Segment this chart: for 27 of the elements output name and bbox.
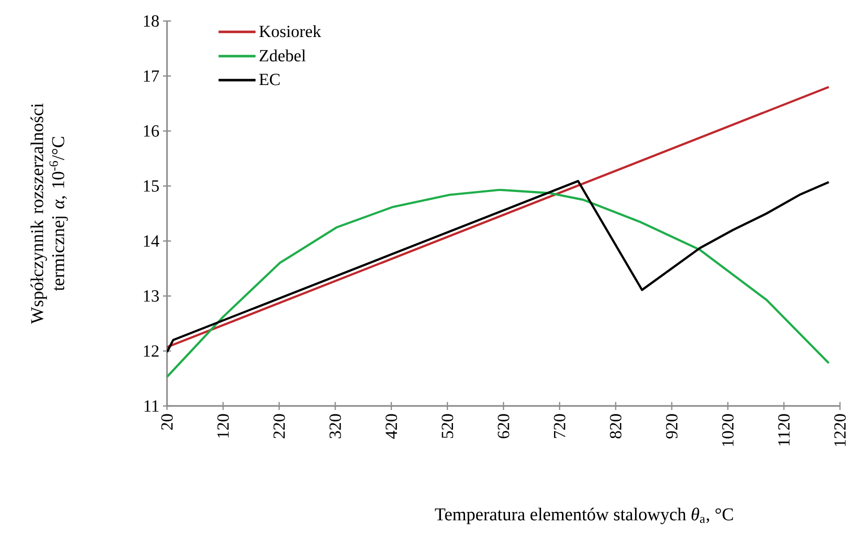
x-tick-label: 620: [498, 414, 510, 438]
x-tick-label: 920: [666, 414, 678, 438]
x-tick-label: 420: [386, 414, 398, 439]
y-tick-label: 18: [144, 15, 159, 27]
x-tick-label: 320: [330, 414, 341, 438]
y-tick-label: 14: [144, 235, 160, 247]
y-tick-label: 16: [144, 125, 159, 137]
y-tick-label: 13: [144, 290, 159, 302]
x-tick-label: 1220: [834, 414, 846, 446]
x-tick-label: 720: [554, 414, 566, 438]
x-tick-label: 120: [217, 414, 229, 438]
y-tick-label: 15: [144, 180, 159, 192]
x-tick-label: 1020: [722, 414, 734, 446]
legend-label: EC: [259, 74, 280, 86]
line-series: [167, 188, 830, 378]
x-tick-label: 220: [273, 414, 285, 438]
y-tick-label: 12: [144, 345, 159, 357]
y-tick-label: 11: [144, 400, 158, 412]
line-series: [167, 180, 830, 354]
x-tick-label: 820: [610, 414, 622, 438]
x-tick-label: 1120: [778, 414, 790, 446]
x-tick-label: 20: [161, 414, 173, 430]
x-tick-label: 520: [442, 414, 454, 438]
x-axis-title: Temperatura elementów stalowych θ$_{a}$, °C: [434, 508, 733, 524]
legend-label: Zdebel: [260, 49, 306, 62]
legend-label: Kosiorek: [259, 25, 322, 38]
y-tick-label: 17: [144, 70, 159, 82]
